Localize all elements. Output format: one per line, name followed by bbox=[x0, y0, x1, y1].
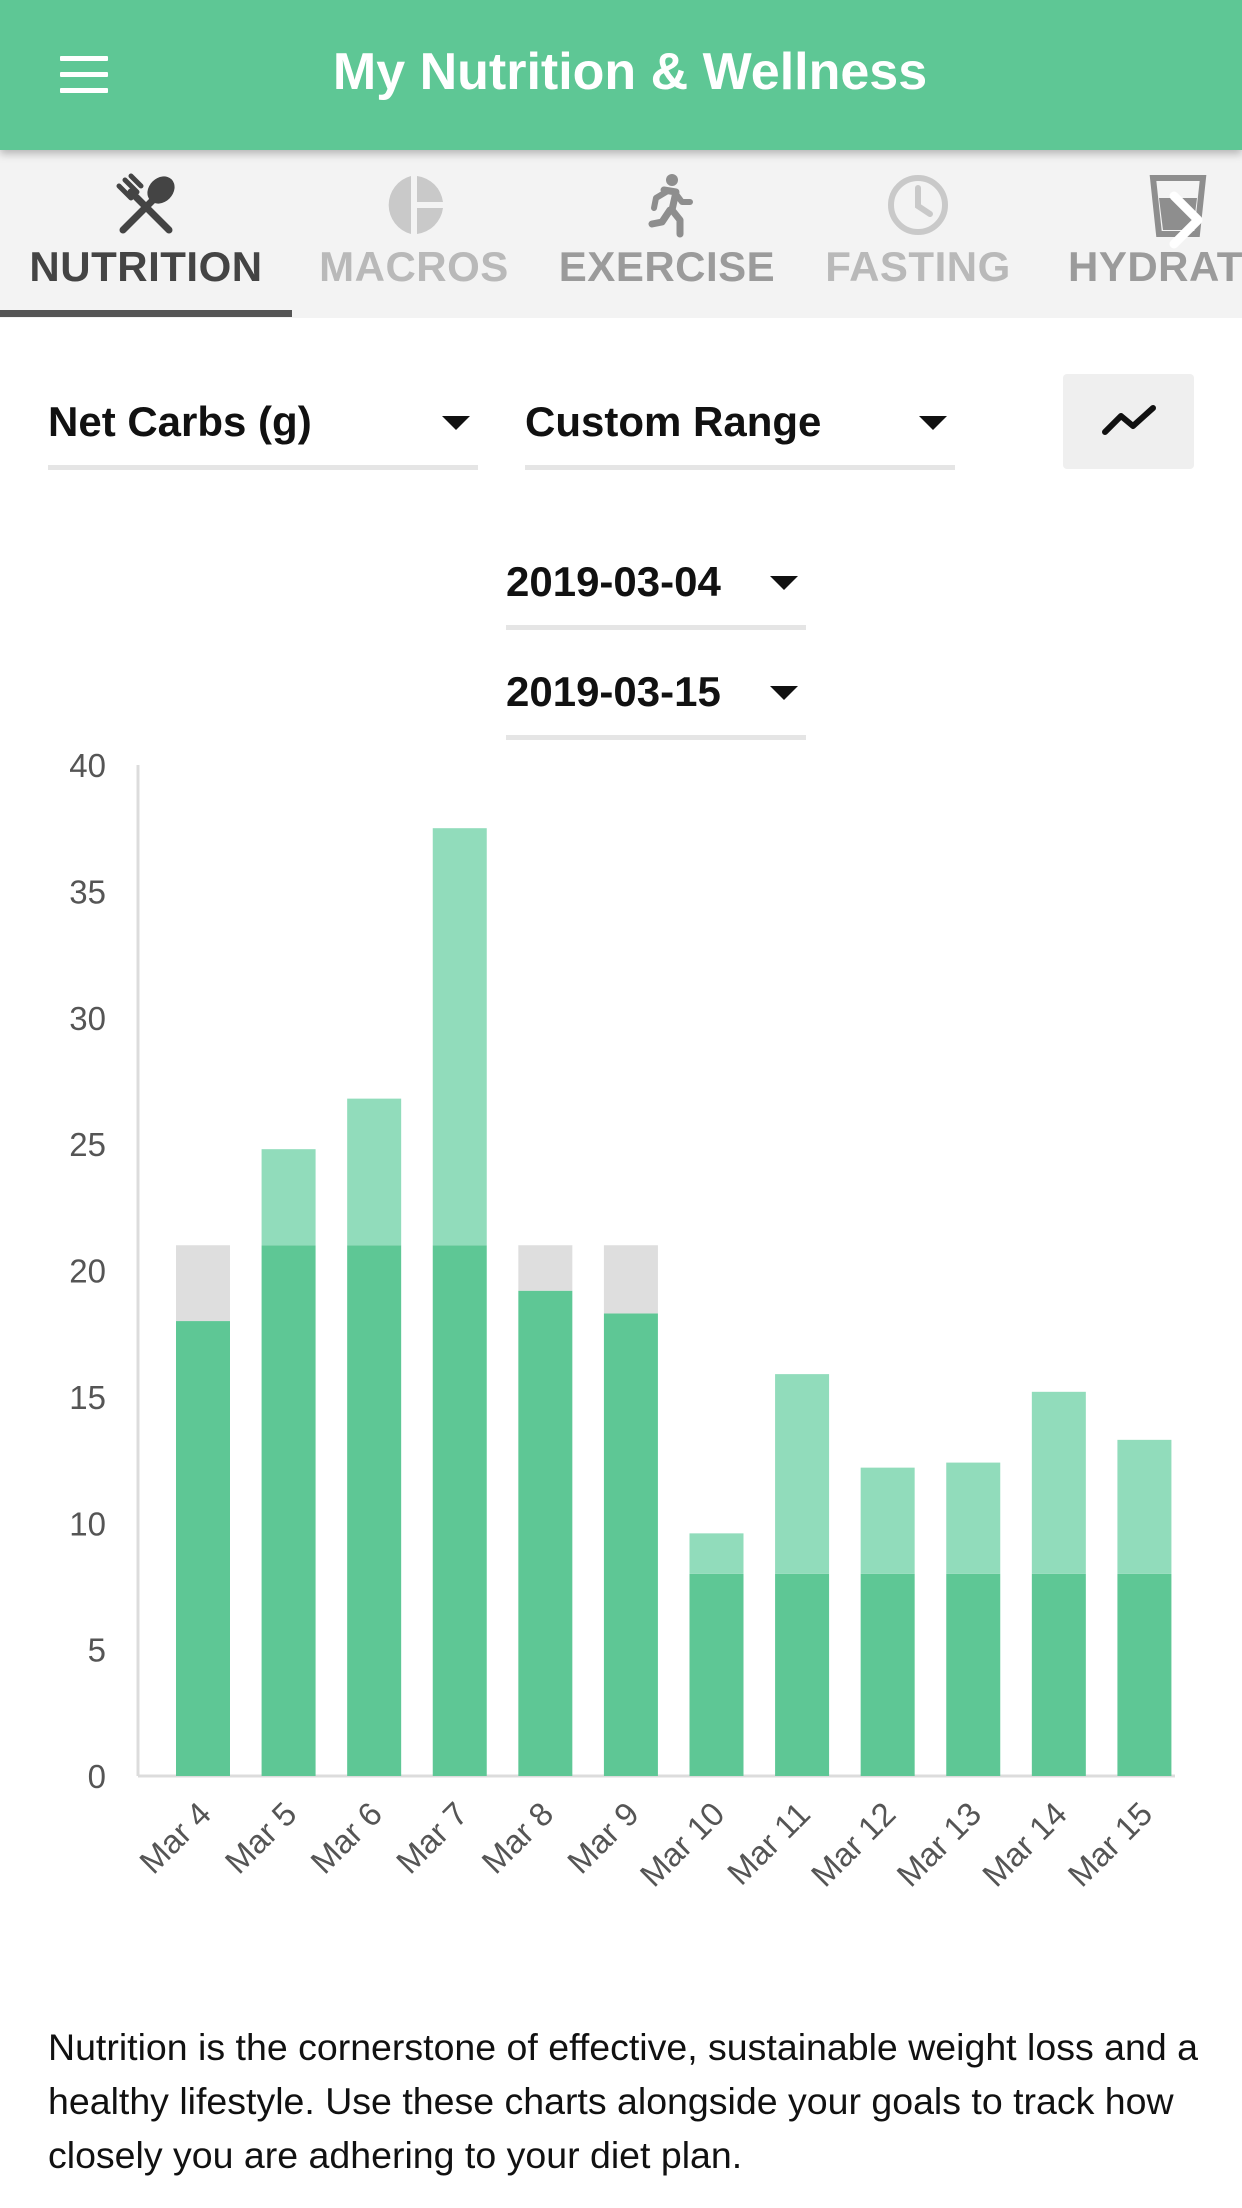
x-tick-label: Mar 5 bbox=[218, 1795, 304, 1881]
x-tick-label: Mar 15 bbox=[1061, 1795, 1160, 1894]
pie-chart-icon bbox=[388, 176, 443, 234]
y-tick-label: 40 bbox=[69, 747, 106, 784]
bar-segment bbox=[860, 1573, 915, 1776]
y-tick-label: 5 bbox=[88, 1632, 106, 1669]
bar-segment bbox=[946, 1462, 1001, 1574]
active-tab-indicator bbox=[0, 310, 292, 317]
tab-fasting[interactable]: FASTING bbox=[798, 150, 1038, 318]
bar-segment bbox=[689, 1533, 744, 1574]
tab-label-hydration: HYDRAT bbox=[1068, 243, 1242, 290]
chart-type-button[interactable] bbox=[1063, 374, 1194, 469]
bar-segment bbox=[347, 1098, 402, 1246]
bar-segment bbox=[518, 1290, 573, 1776]
tab-label-fasting: FASTING bbox=[825, 243, 1011, 290]
bar-segment bbox=[432, 1245, 487, 1776]
chevron-right-icon[interactable] bbox=[1160, 180, 1220, 260]
menu-icon[interactable] bbox=[60, 56, 108, 94]
y-tick-label: 10 bbox=[69, 1505, 106, 1542]
start-date-underline bbox=[506, 625, 806, 630]
x-tick-label: Mar 8 bbox=[474, 1795, 560, 1881]
app-bar: My Nutrition & Wellness bbox=[0, 0, 1242, 150]
description-text: Nutrition is the cornerstone of effectiv… bbox=[48, 2026, 1198, 2176]
start-date-select[interactable]: 2019-03-04 bbox=[506, 530, 806, 630]
x-tick-label: Mar 7 bbox=[389, 1795, 475, 1881]
tab-macros[interactable]: MACROS bbox=[292, 150, 536, 318]
bar-segment bbox=[176, 1245, 230, 1322]
x-tick-label: Mar 12 bbox=[804, 1795, 903, 1894]
y-tick-label: 20 bbox=[69, 1253, 106, 1290]
bar-segment bbox=[432, 828, 487, 1246]
end-date-select[interactable]: 2019-03-15 bbox=[506, 640, 806, 740]
y-tick-label: 25 bbox=[69, 1126, 106, 1163]
bar-segment bbox=[946, 1573, 1001, 1776]
x-tick-label: Mar 4 bbox=[132, 1795, 218, 1881]
bar-segment bbox=[860, 1467, 915, 1574]
dropdown-arrow-icon bbox=[770, 686, 798, 700]
bar-segment bbox=[775, 1374, 830, 1574]
bar-segment bbox=[261, 1245, 316, 1776]
metric-select-underline bbox=[48, 465, 478, 470]
start-date-value: 2019-03-04 bbox=[506, 558, 721, 605]
bar-segment bbox=[518, 1245, 573, 1291]
bar-segment bbox=[689, 1573, 744, 1776]
tab-bar: NUTRITION MACROS EXERCISE FASTING HY bbox=[0, 150, 1242, 318]
range-select-underline bbox=[525, 465, 955, 470]
metric-select[interactable]: Net Carbs (g) bbox=[48, 370, 478, 470]
bar-segment bbox=[775, 1573, 830, 1776]
bar-segment bbox=[1117, 1573, 1172, 1776]
bar-segment bbox=[176, 1321, 230, 1776]
line-chart-icon bbox=[1102, 405, 1156, 435]
clock-icon bbox=[888, 175, 948, 235]
range-select[interactable]: Custom Range bbox=[525, 370, 955, 470]
x-tick-label: Mar 6 bbox=[303, 1795, 389, 1881]
tab-nutrition[interactable]: NUTRITION bbox=[0, 150, 292, 318]
bar-segment bbox=[603, 1313, 658, 1776]
end-date-underline bbox=[506, 735, 806, 740]
x-tick-label: Mar 13 bbox=[889, 1795, 988, 1894]
bar-segment bbox=[1031, 1391, 1086, 1574]
bar-segment bbox=[1031, 1573, 1086, 1776]
dropdown-arrow-icon bbox=[770, 576, 798, 590]
running-person-icon bbox=[648, 174, 693, 238]
dropdown-arrow-icon bbox=[442, 416, 470, 430]
bar-segment bbox=[261, 1149, 316, 1246]
y-tick-label: 35 bbox=[69, 873, 106, 910]
tab-label-nutrition: NUTRITION bbox=[29, 243, 263, 290]
y-tick-label: 0 bbox=[88, 1758, 106, 1795]
end-date-value: 2019-03-15 bbox=[506, 668, 721, 715]
x-tick-label: Mar 11 bbox=[720, 1795, 817, 1892]
tab-hydration[interactable]: HYDRAT bbox=[1038, 150, 1242, 318]
y-tick-label: 15 bbox=[69, 1379, 106, 1416]
range-select-value: Custom Range bbox=[525, 398, 822, 445]
fork-spoon-icon bbox=[116, 173, 175, 234]
bar-segment bbox=[347, 1245, 402, 1776]
y-tick-label: 30 bbox=[69, 1000, 106, 1037]
x-tick-label: Mar 10 bbox=[633, 1795, 732, 1894]
tab-label-macros: MACROS bbox=[319, 243, 509, 290]
app-title: My Nutrition & Wellness bbox=[332, 43, 928, 101]
tab-label-exercise: EXERCISE bbox=[558, 243, 776, 290]
metric-select-value: Net Carbs (g) bbox=[48, 398, 312, 445]
dropdown-arrow-icon bbox=[919, 416, 947, 430]
tab-exercise[interactable]: EXERCISE bbox=[536, 150, 798, 318]
bar-segment bbox=[1117, 1439, 1172, 1574]
bar-segment bbox=[603, 1245, 658, 1314]
net-carbs-chart: 0 5 10 15 20 25 30 35 40 Mar 4 Mar 5 Mar 6 Mar 7 Mar … bbox=[0, 730, 1242, 1930]
x-tick-label: Mar 14 bbox=[975, 1795, 1074, 1894]
